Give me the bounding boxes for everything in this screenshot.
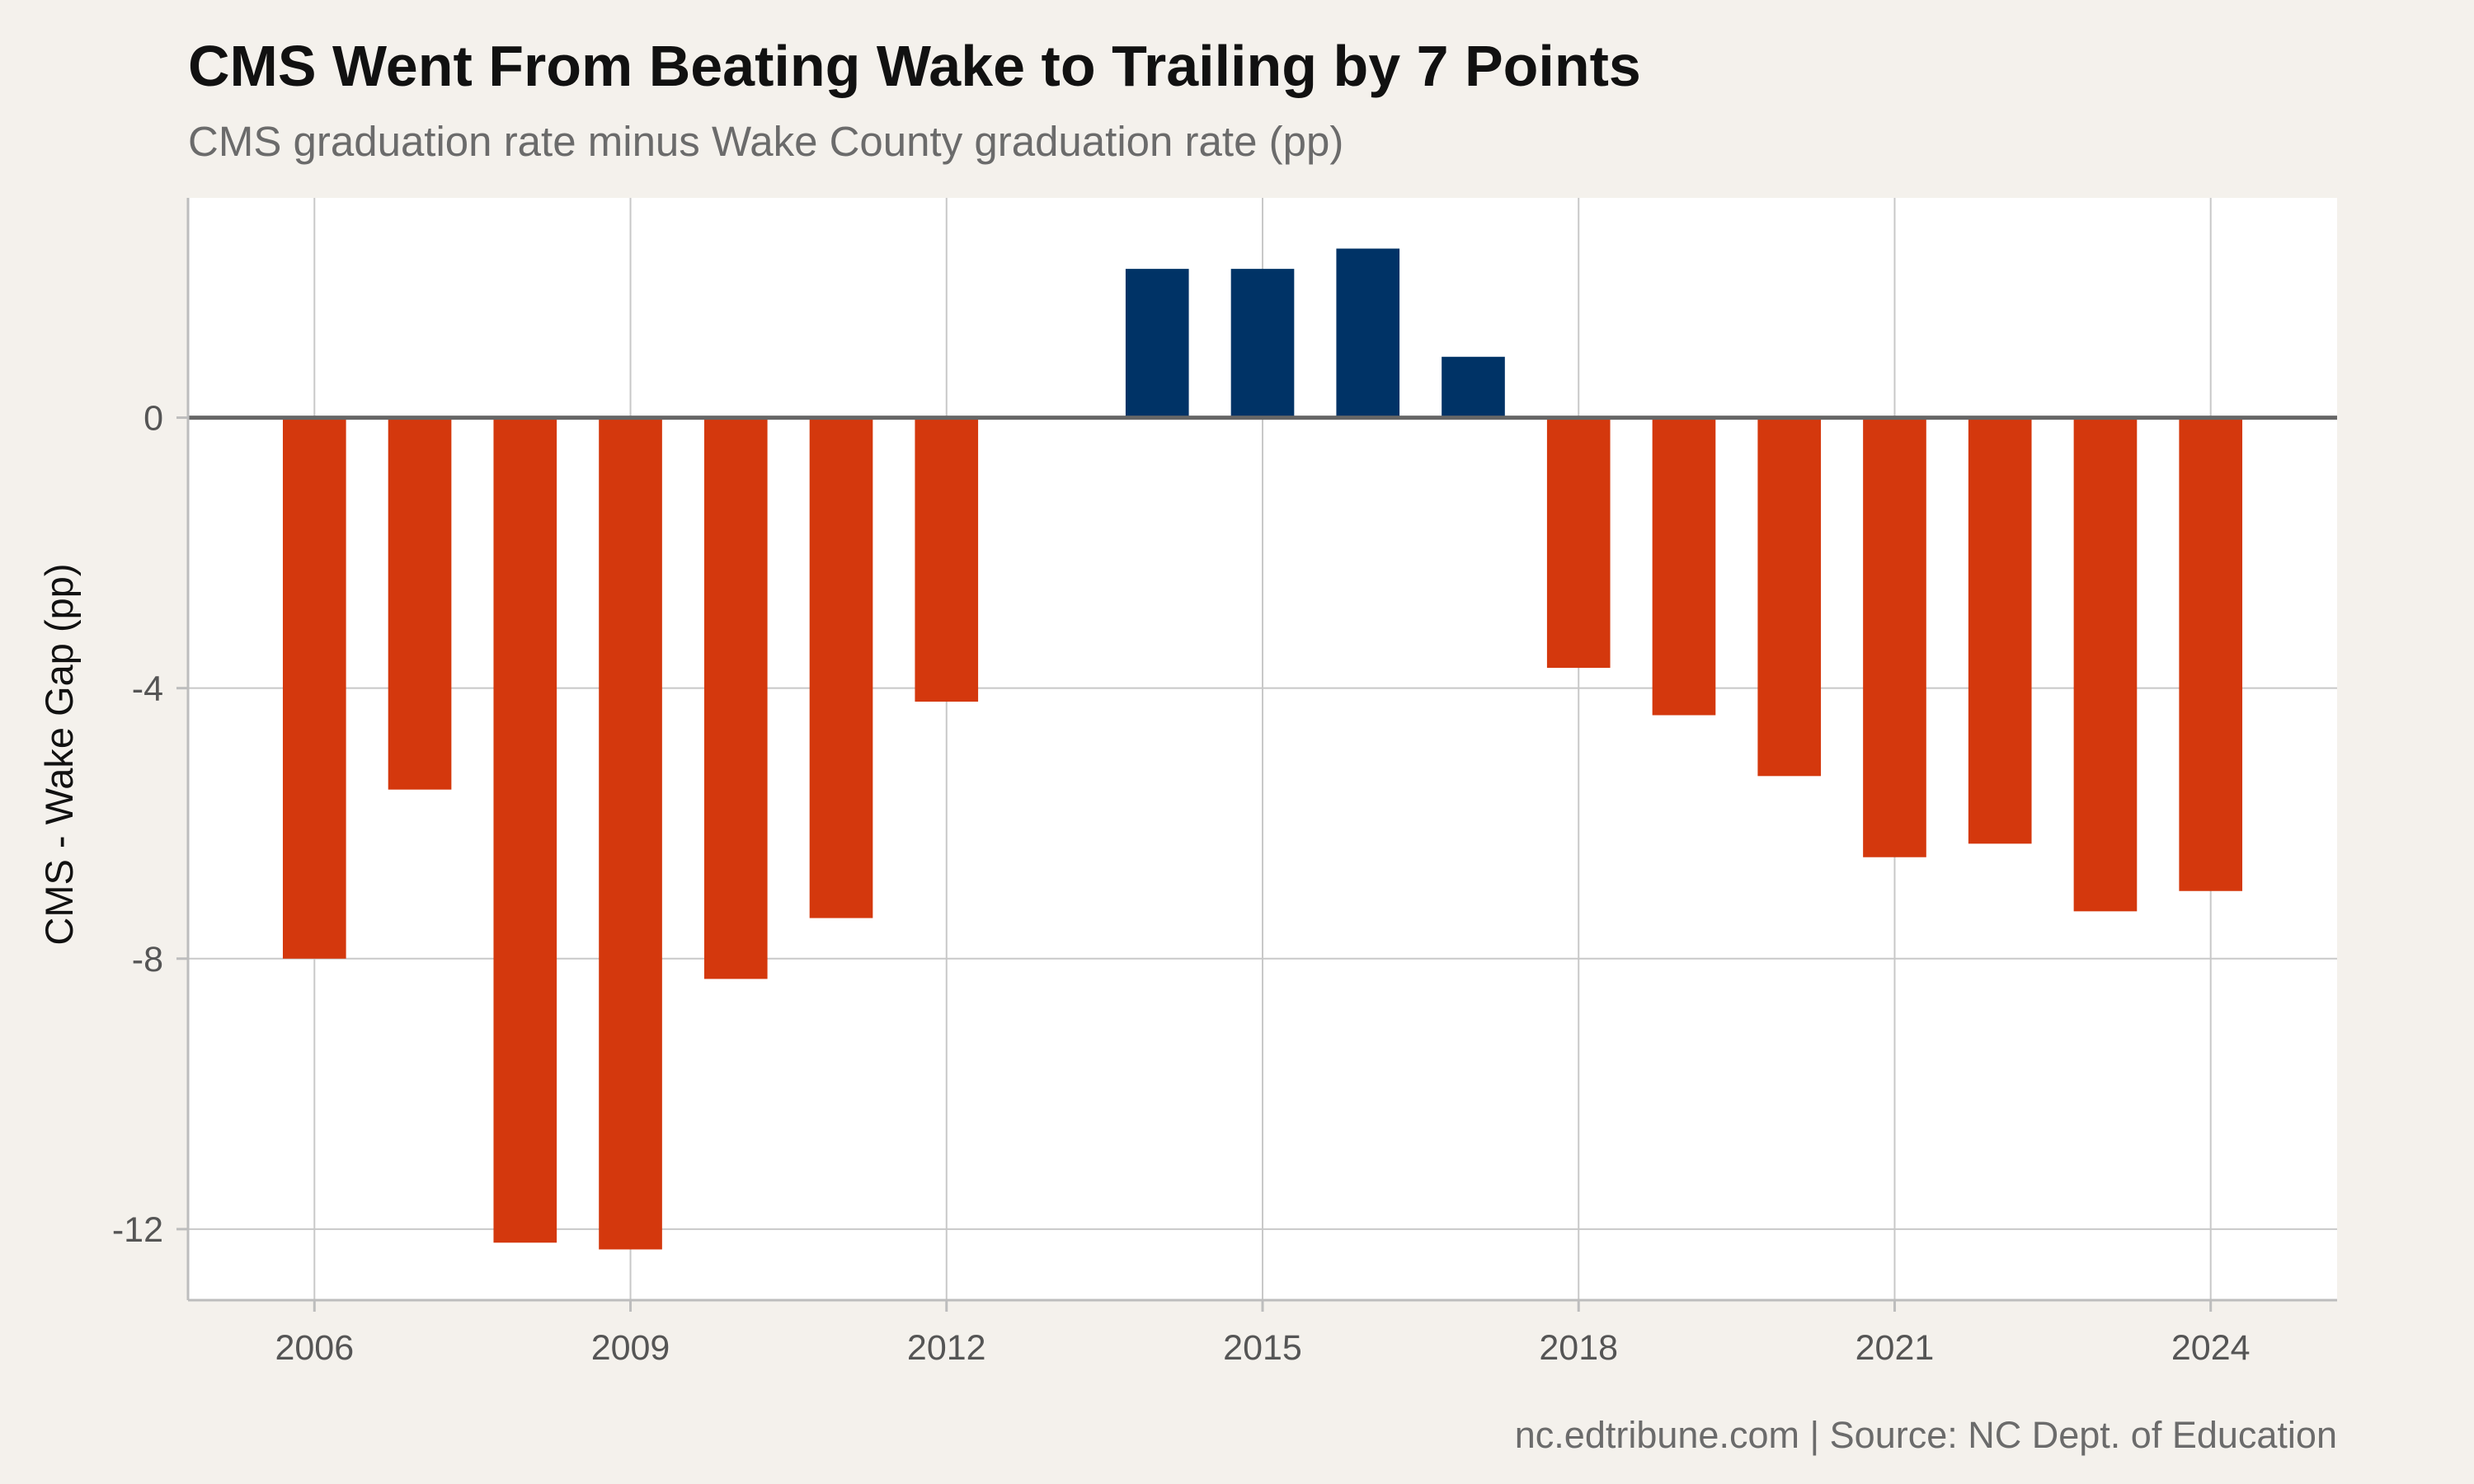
y-axis-label: CMS - Wake Gap (pp) [37,563,81,945]
source-caption: nc.edtribune.com | Source: NC Dept. of E… [1514,1414,2337,1456]
bar [1757,417,1822,777]
chart-title: CMS Went From Beating Wake to Trailing b… [188,34,1641,98]
bar [1442,356,1505,418]
bar [2073,417,2138,912]
y-tick-label: -12 [112,1210,163,1250]
bar [809,417,873,918]
bar [703,417,768,979]
bar [493,417,557,1243]
x-tick-label: 2024 [2171,1328,2251,1368]
x-tick-label: 2015 [1223,1328,1302,1368]
bar [1336,248,1400,418]
bars [282,248,2243,1250]
x-tick-label: 2018 [1539,1328,1618,1368]
chart-subtitle: CMS graduation rate minus Wake County gr… [188,118,1344,165]
bar [915,417,979,702]
bar [1230,269,1295,418]
axes: 0 -4 -8 -12 2006 2009 2012 2015 2018 2021 2024 [112,198,2337,1368]
y-tick-label: 0 [143,399,163,439]
x-tick-label: 2021 [1856,1328,1935,1368]
x-tick-label: 2009 [591,1328,670,1368]
bar [1968,417,2032,844]
y-tick-label: -8 [132,940,163,979]
bar [1863,417,1926,857]
bar [1546,417,1611,669]
x-tick-label: 2006 [275,1328,354,1368]
y-tick-label: -4 [132,669,163,709]
bar [599,417,662,1250]
bar [1652,417,1716,716]
x-tick-label: 2012 [907,1328,986,1368]
bar [388,417,452,790]
bar [282,417,346,959]
bar [1125,269,1189,418]
bar [2179,417,2243,891]
